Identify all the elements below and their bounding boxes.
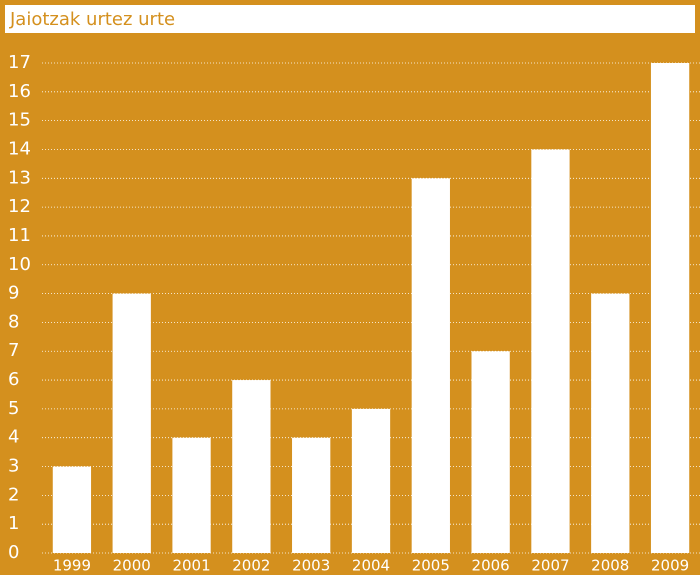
x-tick-label: 2000: [113, 557, 151, 575]
bar: [351, 408, 391, 553]
y-tick-label: 10: [8, 254, 31, 275]
bar: [531, 149, 570, 553]
y-tick-label: 6: [8, 369, 19, 390]
y-tick-label: 11: [8, 225, 31, 246]
x-tick-label: 2002: [232, 557, 270, 575]
bar: [172, 437, 211, 553]
y-tick-label: 5: [8, 398, 19, 419]
y-tick-label: 12: [8, 196, 31, 217]
x-tick-label: 2005: [412, 557, 450, 575]
x-tick-label: 2004: [352, 557, 390, 575]
bar: [292, 437, 331, 553]
x-tick-label: 2007: [531, 557, 569, 575]
y-tick-label: 0: [8, 542, 19, 563]
y-tick-label: 3: [8, 456, 19, 477]
y-tick-label: 9: [8, 283, 19, 304]
bar: [52, 466, 92, 553]
bar: [650, 63, 690, 553]
y-tick-label: 8: [8, 311, 19, 332]
x-tick-label: 2009: [651, 557, 689, 575]
title-box: [5, 5, 695, 33]
x-tick-label: 2001: [172, 557, 210, 575]
y-tick-label: 7: [8, 340, 19, 361]
bar: [411, 178, 450, 553]
bar: [471, 351, 510, 553]
y-tick-label: 2: [8, 484, 19, 505]
bar: [112, 293, 151, 553]
y-tick-label: 14: [8, 138, 31, 159]
y-tick-label: 16: [8, 81, 31, 102]
y-tick-label: 1: [8, 513, 19, 534]
x-tick-label: 2006: [472, 557, 510, 575]
x-tick-label: 2008: [591, 557, 629, 575]
x-tick-label: 1999: [53, 557, 91, 575]
y-tick-label: 4: [8, 427, 19, 448]
y-tick-label: 13: [8, 167, 31, 188]
bar: [232, 380, 271, 553]
bar: [591, 293, 630, 553]
y-tick-label: 17: [8, 52, 31, 73]
x-tick-label: 2003: [292, 557, 330, 575]
chart-title: Jaiotzak urtez urte: [9, 9, 175, 30]
y-tick-label: 15: [8, 110, 31, 131]
